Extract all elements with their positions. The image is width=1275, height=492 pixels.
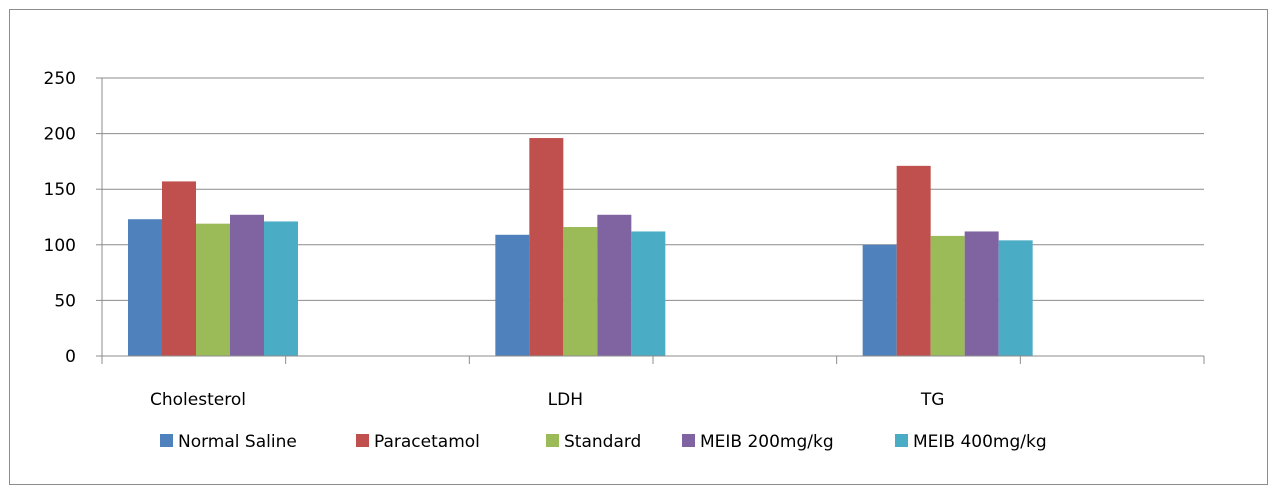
bar-meib-200mg-kg-tg [965,231,999,356]
bar-meib-200mg-kg-cholesterol [230,215,264,356]
x-axis-categories: Cholesterol LDH TG [150,390,944,410]
legend-label: Paracetamol [374,432,480,452]
bar-meib-400mg-kg-ldh [631,231,665,356]
legend-label: MEIB 400mg/kg [913,432,1047,452]
y-axis-ticks: 0 50 100 150 200 250 [44,69,76,367]
legend-swatch [356,434,369,447]
bar-normal-saline-ldh [495,235,529,356]
bar-meib-400mg-kg-cholesterol [264,221,298,356]
y-tick-label: 50 [54,291,76,311]
x-category-label: LDH [548,390,583,410]
bar-paracetamol-tg [897,166,931,356]
legend-swatch [160,434,173,447]
bar-normal-saline-cholesterol [128,219,162,356]
y-tick-label: 150 [44,180,76,200]
y-tick-label: 0 [65,347,76,367]
y-tick-label: 200 [44,125,76,145]
legend: Normal Saline Paracetamol Standard MEIB 200… [160,432,1047,452]
x-category-label: TG [920,390,945,410]
legend-swatch [895,434,908,447]
bar-normal-saline-tg [863,245,897,356]
legend-label: Normal Saline [178,432,297,452]
bar-standard-cholesterol [196,224,230,356]
bar-standard-ldh [563,227,597,356]
bar-meib-400mg-kg-tg [999,240,1033,356]
y-tick-label: 100 [44,236,76,256]
x-category-label: Cholesterol [150,390,246,410]
legend-swatch [546,434,559,447]
y-tick-label: 250 [44,69,76,89]
legend-swatch [682,434,695,447]
legend-label: MEIB 200mg/kg [700,432,834,452]
bars [128,138,1033,356]
bar-paracetamol-ldh [529,138,563,356]
bar-paracetamol-cholesterol [162,181,196,356]
bar-meib-200mg-kg-ldh [597,215,631,356]
bar-standard-tg [931,236,965,356]
legend-label: Standard [564,432,641,452]
